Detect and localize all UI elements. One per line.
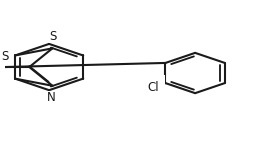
Text: S: S (2, 50, 9, 63)
Text: N: N (47, 92, 56, 104)
Text: Cl: Cl (147, 81, 159, 94)
Text: S: S (49, 30, 56, 43)
